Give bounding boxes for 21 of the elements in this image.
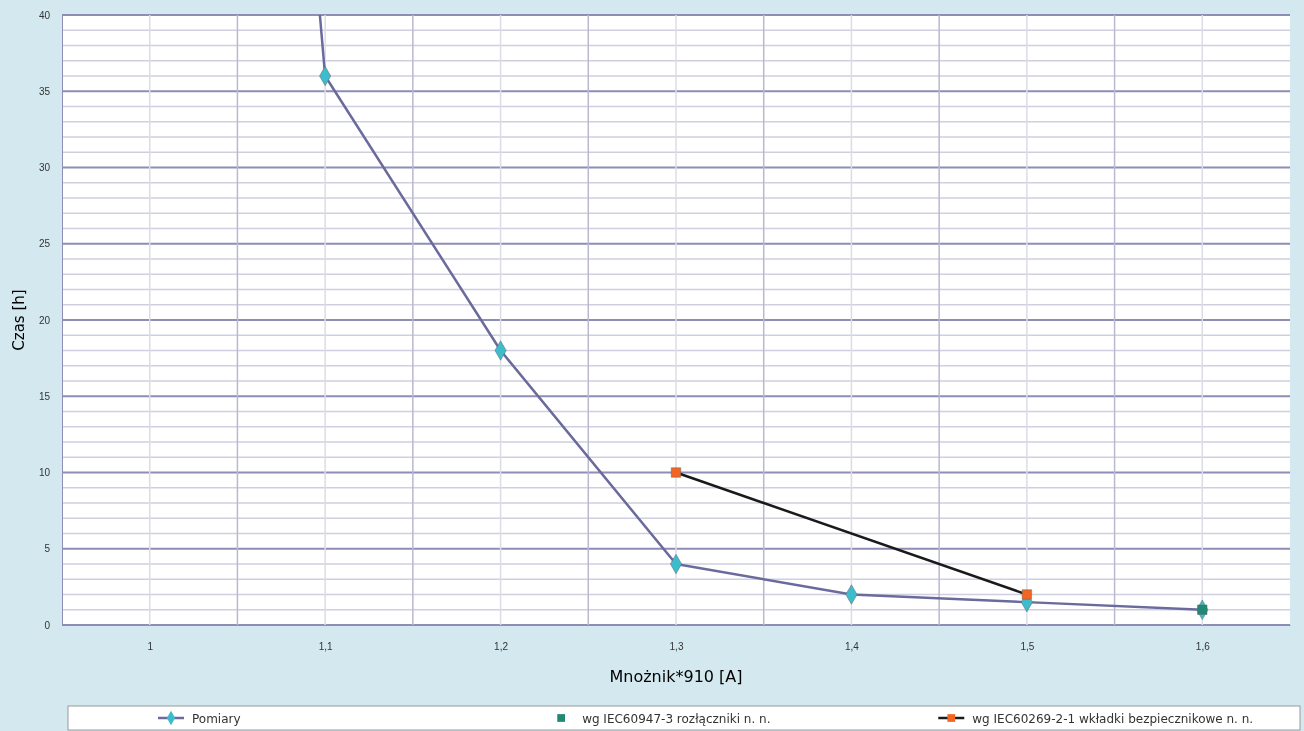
y-tick-label: 10 [38,467,51,479]
x-tick-label: 1,4 [844,641,860,653]
y-tick-label: 25 [38,238,51,250]
y-axis-title: Czas [h] [10,289,28,351]
legend-label: wg IEC60269-2-1 wkładki bezpiecznikowe n. n. [972,712,1254,726]
x-tick-label: 1,2 [494,641,509,653]
x-tick-label: 1,1 [318,641,334,653]
y-tick-label: 35 [38,85,51,97]
x-tick-label: 1 [147,641,154,653]
x-tick-label: 1,5 [1020,641,1035,653]
x-tick-label: 1,3 [669,641,684,653]
y-tick-label: 30 [38,162,51,174]
legend-label: wg IEC60947-3 rozłączniki n. n. [582,712,771,726]
legend-label: Pomiary [192,712,241,726]
x-tick-label: 1,6 [1195,641,1211,653]
y-tick-label: 40 [38,9,51,21]
y-tick-label: 15 [38,390,51,402]
y-tick-label: 5 [44,543,51,555]
x-axis-title: Mnożnik*910 [A] [609,667,743,686]
y-tick-label: 0 [44,619,51,631]
y-tick-label: 20 [38,314,51,326]
